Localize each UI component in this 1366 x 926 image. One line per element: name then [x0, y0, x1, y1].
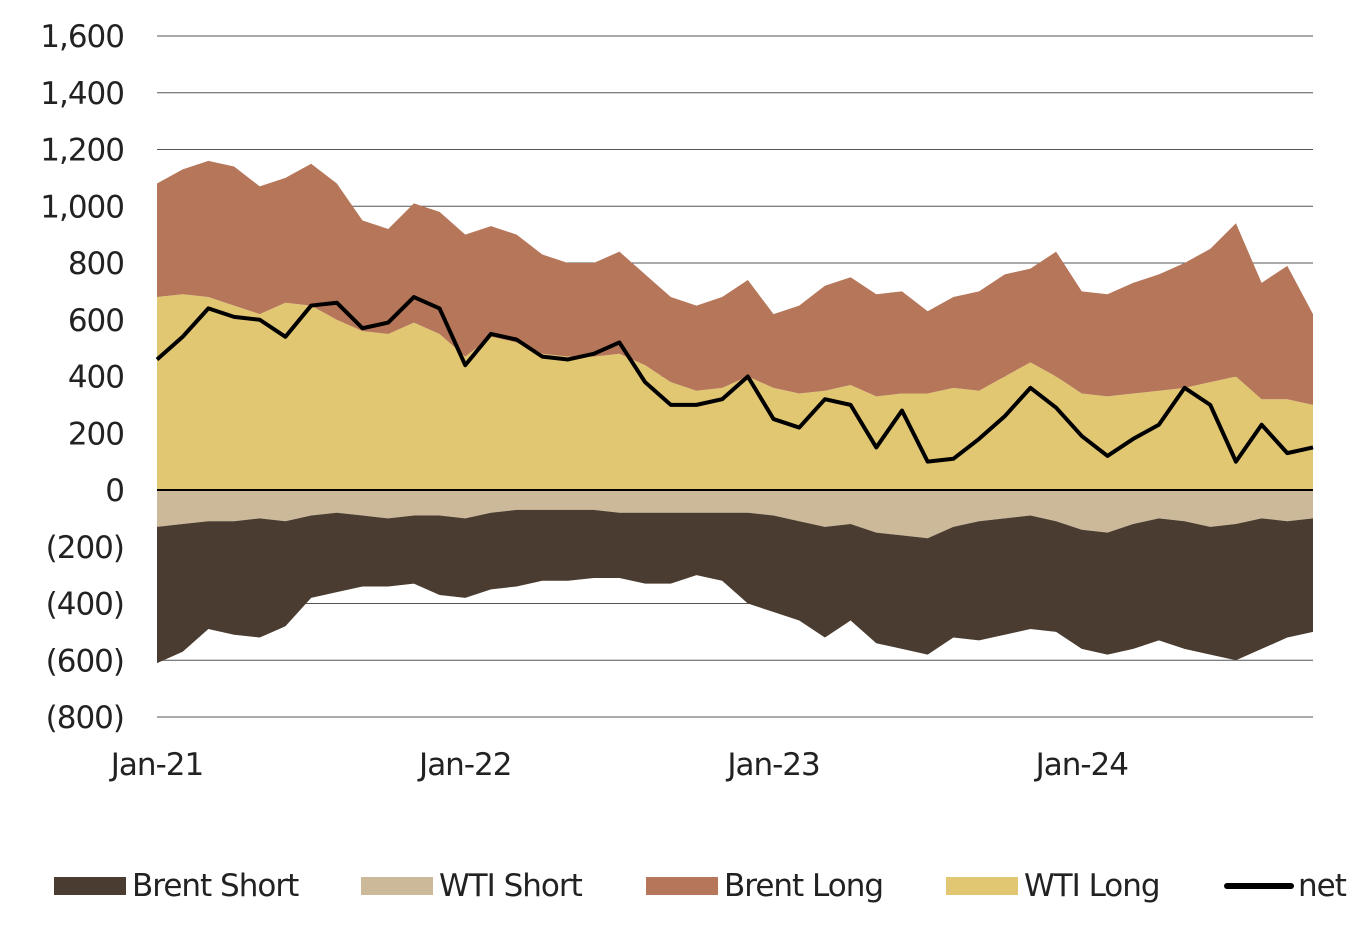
y-tick-label: 600: [68, 303, 124, 339]
brent-short-area: [157, 509, 1313, 664]
plot-area: 1,600 1,400 1,200 1,000 800 600 400 200 0 (200) (4…: [40, 19, 1314, 783]
legend-line: [1224, 883, 1294, 889]
legend-label: WTI Long: [1024, 868, 1161, 904]
y-tick-label: 200: [68, 416, 124, 452]
x-tick-label: Jan-24: [1034, 747, 1128, 783]
y-tick-label: 1,000: [40, 189, 124, 225]
x-tick-label: Jan-23: [725, 747, 819, 783]
legend-swatch: [946, 877, 1018, 895]
y-tick-label: (600): [46, 643, 124, 679]
y-tick-label: 400: [68, 360, 124, 396]
legend-item-wti-short: WTI Short: [361, 868, 583, 904]
wti-short-area: [157, 490, 1313, 539]
y-tick-label: 1,600: [40, 19, 124, 55]
legend-item-net: net: [1224, 868, 1347, 904]
legend-item-wti-long: WTI Long: [946, 868, 1161, 904]
legend-item-brent-long: Brent Long: [646, 868, 884, 904]
y-tick-label: (400): [46, 587, 124, 623]
legend-label: Brent Long: [724, 868, 884, 904]
legend-label: WTI Short: [439, 868, 583, 904]
net-line: [155, 295, 1314, 464]
y-tick-label: 0: [105, 473, 124, 509]
legend-swatch: [361, 877, 433, 895]
y-tick-label: 800: [68, 246, 124, 282]
y-tick-label: 1,200: [40, 133, 124, 169]
brent-long-area: [157, 160, 1313, 405]
legend-swatch: [646, 877, 718, 895]
legend-label: net: [1298, 868, 1347, 904]
legend: Brent Short WTI Short Brent Long WTI Lon…: [0, 868, 1366, 912]
y-tick-label: (800): [46, 700, 124, 736]
legend-swatch: [54, 877, 126, 895]
wti-long-area: [157, 294, 1313, 490]
x-tick-label: Jan-21: [109, 747, 203, 783]
y-tick-label: 1,400: [40, 76, 124, 112]
y-tick-label: (200): [46, 530, 124, 566]
legend-item-brent-short: Brent Short: [54, 868, 299, 904]
legend-label: Brent Short: [132, 868, 299, 904]
x-tick-label: Jan-22: [417, 747, 511, 783]
